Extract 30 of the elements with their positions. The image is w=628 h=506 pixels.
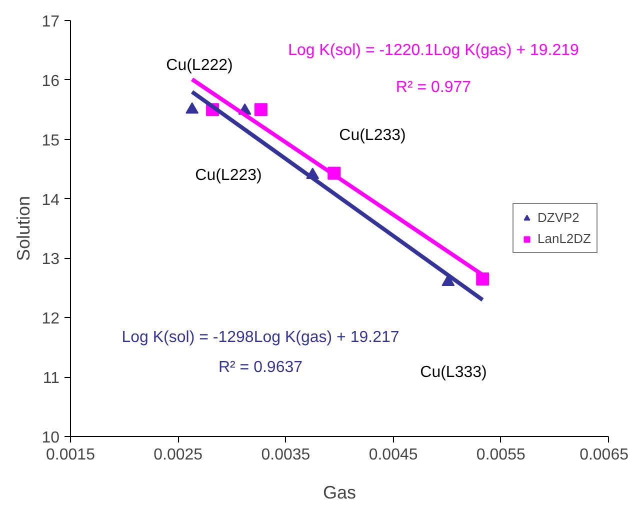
y-tick-label: 10	[42, 430, 60, 446]
y-tick-label: 17	[42, 14, 60, 30]
legend-label: DZVP2	[538, 210, 580, 225]
y-tick-label: 12	[42, 310, 60, 328]
x-axis-title: Gas	[322, 482, 356, 502]
y-axis-title: Solution	[14, 196, 34, 262]
legend-label: LanL2DZ	[538, 231, 591, 246]
y-tick-label: 13	[42, 251, 60, 268]
x-tick-label: 0.0045	[368, 446, 418, 464]
y-tick-label: 11	[42, 370, 60, 388]
point	[476, 272, 490, 286]
x-tick-label: 0.0055	[476, 446, 526, 464]
y-tick-label: 15	[42, 132, 60, 150]
annotation: Cu(L333)	[420, 364, 487, 381]
annotation: Cu(L223)	[195, 167, 262, 184]
annotation: R² = 0.9637	[218, 359, 303, 376]
annotation: Log K(sol) = -1220.1Log K(gas) + 19.219	[288, 42, 580, 59]
annotation: Cu(L233)	[339, 127, 406, 144]
point	[254, 103, 268, 116]
x-tick-label: 0.0025	[154, 446, 203, 464]
point	[186, 102, 199, 114]
y-tick-label: 14	[42, 192, 60, 209]
annotation: Cu(L222)	[166, 57, 233, 74]
x-tick-label: 0.0035	[261, 446, 310, 464]
y-tick-label: 16	[42, 72, 60, 90]
x-tick-label: 0.0065	[580, 446, 628, 464]
point	[442, 274, 455, 286]
annotation: Log K(sol) = -1298Log K(gas) + 19.217	[122, 329, 400, 346]
annotation: R² = 0.977	[396, 79, 472, 96]
x-tick-label: 0.0015	[46, 446, 96, 464]
